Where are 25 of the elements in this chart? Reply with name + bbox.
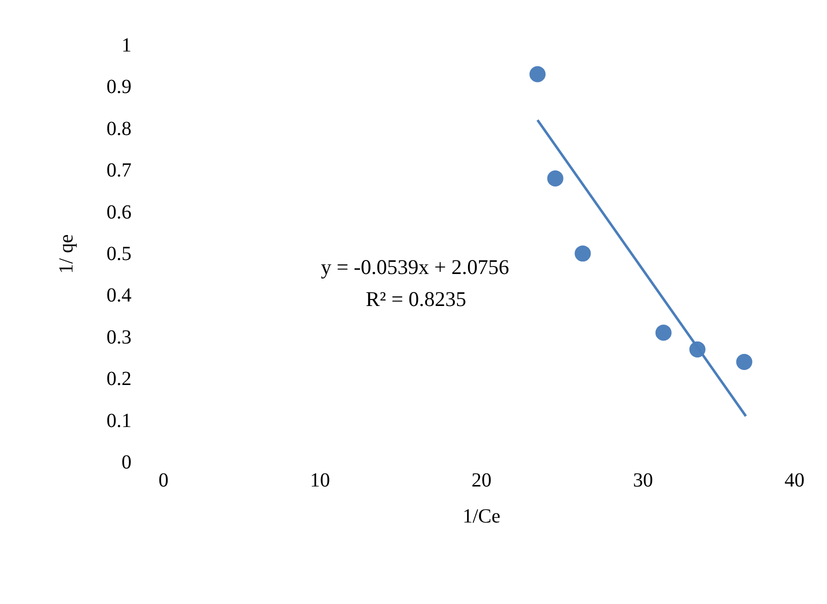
y-axis-title: 1/ qe <box>56 234 78 274</box>
y-tick-label: 0.3 <box>106 326 132 348</box>
x-axis-title: 1/Ce <box>462 506 501 528</box>
y-tick-label: 0.8 <box>106 118 132 140</box>
point <box>655 324 672 341</box>
point <box>574 245 591 262</box>
y-tick-label: 0.6 <box>106 201 132 224</box>
y-tick-label: 0.5 <box>106 243 132 265</box>
y-tick-label: 0.2 <box>106 368 132 390</box>
y-tick-label: 1 <box>122 34 132 56</box>
y-tick-label: 0.7 <box>106 160 132 182</box>
x-tick-label: 20 <box>472 470 492 492</box>
y-tick-label: 0 <box>122 452 132 474</box>
y-tick-label: 0.4 <box>106 284 132 307</box>
x-tick-label: 0 <box>158 470 168 492</box>
point <box>736 354 752 370</box>
point <box>547 170 564 186</box>
x-tick-label: 30 <box>633 470 653 492</box>
annotation: y = -0.0539x + 2.0756 <box>320 255 510 279</box>
x-tick-label: 40 <box>784 470 804 492</box>
x-tick-label: 10 <box>310 470 330 492</box>
y-tick-label: 0.9 <box>106 76 132 98</box>
point <box>529 66 546 82</box>
y-tick-label: 0.1 <box>106 410 132 432</box>
annotation: R² = 0.8235 <box>366 287 466 311</box>
